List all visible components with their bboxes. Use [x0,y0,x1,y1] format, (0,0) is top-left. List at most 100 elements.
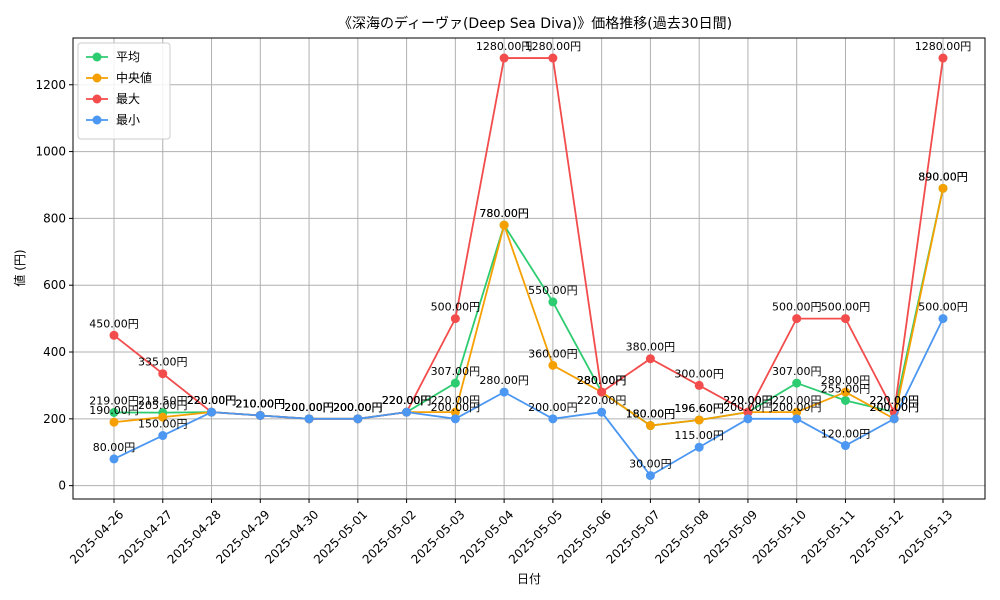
data-point [304,414,314,424]
data-point [158,369,168,379]
data-point [938,314,948,324]
data-point [548,360,558,370]
data-label: 200.00円 [284,401,334,414]
data-point [645,471,655,481]
data-point [450,378,460,388]
data-label: 210.00円 [236,397,286,410]
data-point [792,378,802,388]
y-tick-label: 1200 [35,78,66,92]
data-label: 890.00円 [918,170,968,183]
legend-marker [92,73,102,83]
data-label: 30.00円 [629,458,672,471]
legend-box [77,42,171,140]
data-point [743,414,753,424]
data-label: 220.00円 [723,394,773,407]
data-label: 220.00円 [577,394,627,407]
data-point [109,454,119,464]
data-point [694,442,704,452]
data-label: 219.00円 [89,394,139,407]
data-label: 190.00円 [89,404,139,417]
data-point [109,417,119,427]
data-point [109,407,119,417]
data-point [109,330,119,340]
data-label: 500.00円 [772,301,822,314]
data-point [207,407,217,417]
data-point [450,314,460,324]
data-point [158,412,168,422]
legend-marker [92,94,102,104]
data-point [792,407,802,417]
data-point [645,421,655,431]
legend-label: 中央値 [116,70,152,85]
data-label: 1280.00円 [915,40,972,53]
data-label: 1280.00円 [525,40,582,53]
data-label: 220.00円 [723,394,773,407]
data-label: 780.00円 [479,207,529,220]
chart-title: 《深海のディーヴァ(Deep Sea Diva)》価格推移(過去30日間) [338,15,732,32]
legend-label: 最大 [116,92,140,106]
y-axis-title: 値 (円) [12,249,27,286]
data-point [840,395,850,405]
data-point [792,414,802,424]
data-label: 180.00円 [626,408,676,421]
data-label: 120.00円 [821,428,871,441]
data-label: 280.00円 [479,374,529,387]
data-point [597,407,607,417]
data-labels: 219.00円 218.50円 220.00円 210.00円 200.00円 200.0… [89,40,971,471]
data-label: 196.60円 [674,402,724,415]
data-label: 200.00円 [284,401,334,414]
data-point [548,297,558,307]
data-point [450,414,460,424]
data-label: 450.00円 [89,317,139,330]
data-label: 380.00円 [626,341,676,354]
data-label: 220.00円 [382,394,432,407]
data-label: 220.00円 [723,394,773,407]
data-label: 780.00円 [479,207,529,220]
data-label: 150.00円 [138,418,188,431]
data-point [597,387,607,397]
y-tick-label: 600 [43,278,66,292]
data-point [158,431,168,441]
data-point [938,183,948,193]
data-label: 210.00円 [236,397,286,410]
data-point [694,415,704,425]
data-label: 200.00円 [333,401,383,414]
y-tick-label: 400 [43,345,66,359]
data-label: 500.00円 [431,301,481,314]
data-label: 280.00円 [577,374,627,387]
y-tick-label: 200 [43,412,66,426]
data-point [840,387,850,397]
data-point [402,407,412,417]
data-point [889,414,899,424]
data-label: 196.60円 [674,402,724,415]
data-label: 180.00円 [626,408,676,421]
y-tick-label: 0 [58,479,66,493]
data-point [840,441,850,451]
data-label: 220.00円 [431,394,481,407]
legend-label: 平均 [116,50,140,64]
data-point [499,387,509,397]
data-label: 220.00円 [772,394,822,407]
data-label: 220.00円 [869,394,919,407]
data-point [792,314,802,324]
data-label: 307.00円 [431,365,481,378]
data-point [694,380,704,390]
data-label: 200.00円 [284,401,334,414]
data-label: 210.00円 [236,397,286,410]
data-label: 200.00円 [869,401,919,414]
y-tick-label: 800 [43,211,66,225]
data-label: 360.00円 [528,347,578,360]
data-label: 80.00円 [93,441,136,454]
data-label: 220.00円 [187,394,237,407]
data-point [743,407,753,417]
data-label: 220.00円 [382,394,432,407]
data-label: 307.00円 [772,365,822,378]
y-tick-label: 1000 [35,145,66,159]
data-label: 200.00円 [333,401,383,414]
data-label: 500.00円 [821,301,871,314]
data-point [645,354,655,364]
data-label: 200.00円 [333,401,383,414]
data-label: 220.00円 [187,394,237,407]
data-label: 220.00円 [187,394,237,407]
